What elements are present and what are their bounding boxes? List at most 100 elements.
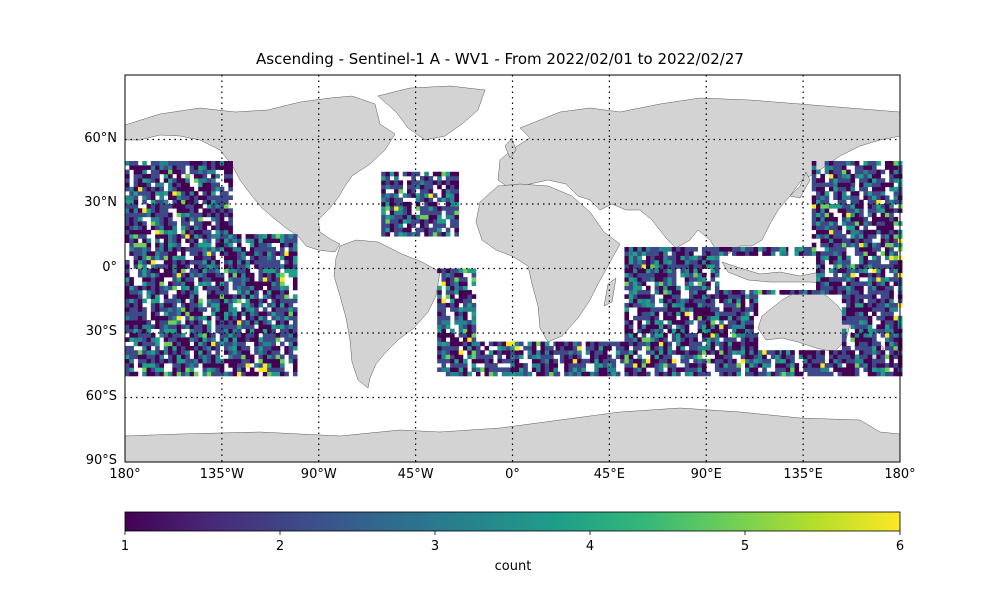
count-cell [645, 255, 651, 261]
count-cell [163, 208, 169, 213]
count-cell [820, 264, 825, 269]
count-cell [719, 367, 724, 372]
count-cell [168, 186, 173, 192]
count-cell [133, 290, 139, 295]
count-cell [663, 285, 668, 291]
count-cell [837, 234, 843, 239]
count-cell [185, 290, 190, 295]
count-cell [637, 281, 642, 286]
count-cell [671, 290, 677, 295]
count-cell [206, 234, 212, 239]
count-cell [658, 367, 664, 372]
count-cell [663, 272, 668, 278]
count-cell [249, 307, 255, 312]
count-cell [837, 165, 843, 170]
count-cell [850, 320, 856, 325]
count-cell [745, 345, 750, 351]
count-cell [880, 298, 886, 304]
count-cell [146, 341, 152, 347]
count-cell [577, 363, 582, 368]
count-cell [450, 333, 455, 338]
count-cell [450, 354, 455, 360]
count-cell [198, 277, 203, 282]
count-cell [594, 341, 599, 347]
count-cell [185, 259, 190, 265]
count-cell [284, 255, 289, 261]
count-cell [241, 345, 246, 351]
count-cell [846, 259, 851, 265]
count-cell [249, 234, 255, 239]
count-cell [889, 169, 894, 175]
count-cell [676, 285, 681, 291]
count-cell [271, 264, 276, 269]
count-cell [854, 371, 860, 377]
count-cell [531, 358, 537, 364]
count-cell [749, 324, 754, 329]
count-cell [142, 320, 147, 325]
count-cell [876, 341, 881, 347]
count-cell [654, 251, 660, 256]
count-cell [133, 311, 139, 317]
count-cell [219, 363, 225, 368]
count-cell [689, 337, 694, 342]
count-cell [732, 311, 737, 317]
count-cell [137, 173, 143, 179]
count-cell [701, 281, 707, 286]
count-cell [125, 285, 130, 291]
count-cell [172, 255, 177, 261]
count-cell [284, 264, 289, 269]
count-cell [824, 169, 830, 175]
count-cell [249, 333, 255, 338]
count-cell [766, 363, 772, 368]
count-cell [288, 255, 294, 261]
count-cell [133, 354, 139, 360]
count-cell [645, 272, 651, 278]
count-cell [180, 221, 186, 226]
count-cell [820, 358, 825, 364]
count-cell [884, 234, 890, 239]
count-cell [820, 216, 825, 222]
count-cell [198, 186, 203, 192]
count-cell [458, 315, 464, 321]
count-cell [271, 354, 276, 360]
count-cell [249, 302, 255, 308]
count-cell [633, 341, 638, 347]
count-cell [142, 333, 147, 338]
count-cell [753, 358, 759, 364]
count-cell [637, 272, 642, 278]
count-cell [650, 298, 655, 304]
count-cell [510, 367, 515, 372]
count-cell [292, 251, 298, 256]
count-cell [893, 324, 899, 329]
count-cell [206, 191, 212, 196]
count-cell [727, 337, 733, 342]
count-cell [133, 165, 139, 170]
count-cell [645, 298, 651, 304]
count-cell [850, 272, 856, 278]
count-cell [155, 234, 160, 239]
count-cell [766, 290, 772, 295]
count-cell [236, 285, 242, 291]
count-cell [663, 371, 668, 377]
count-cell [568, 354, 574, 360]
count-cell [129, 358, 134, 364]
count-cell [841, 298, 847, 304]
count-cell [185, 212, 190, 218]
count-cell [676, 350, 681, 355]
count-cell [676, 247, 681, 252]
count-cell [828, 234, 834, 239]
count-cell [176, 259, 182, 265]
count-cell [471, 363, 477, 368]
count-cell [889, 333, 894, 338]
count-cell [163, 264, 169, 269]
count-cell [211, 307, 216, 312]
count-cell [424, 184, 429, 190]
count-cell [249, 281, 255, 286]
count-cell [215, 225, 221, 231]
count-cell [544, 371, 550, 377]
count-cell [133, 234, 139, 239]
count-cell [872, 221, 877, 226]
count-cell [876, 242, 881, 248]
count-cell [620, 354, 625, 360]
count-cell [155, 161, 160, 166]
